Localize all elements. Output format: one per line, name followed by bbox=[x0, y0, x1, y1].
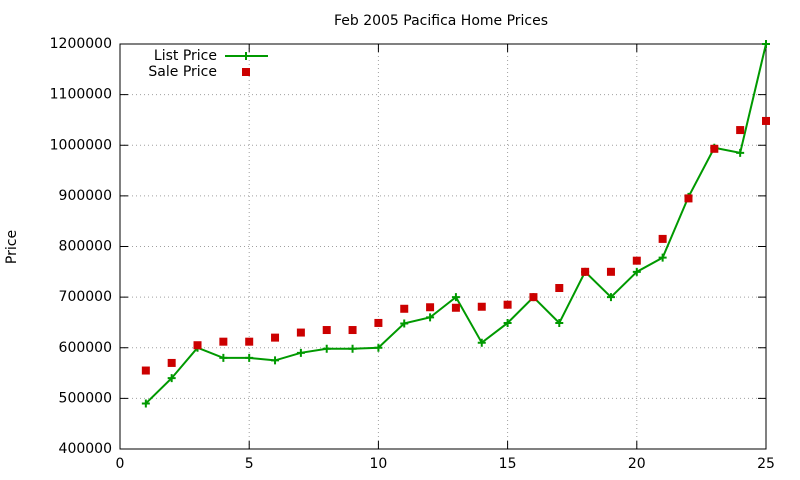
y-tick-label: 400000 bbox=[59, 441, 112, 457]
point-marker bbox=[762, 40, 770, 48]
point-marker bbox=[245, 337, 254, 346]
legend-label: Sale Price bbox=[148, 64, 217, 80]
point-marker bbox=[271, 356, 280, 365]
point-marker bbox=[451, 303, 460, 312]
point-marker bbox=[658, 234, 667, 243]
point-marker bbox=[322, 326, 331, 335]
point-marker bbox=[141, 399, 150, 408]
point-marker bbox=[529, 293, 538, 302]
point-marker bbox=[555, 284, 564, 293]
point-marker bbox=[503, 318, 512, 327]
point-marker bbox=[219, 353, 228, 362]
point-marker bbox=[374, 318, 383, 327]
point-marker bbox=[710, 144, 719, 153]
legend-marker bbox=[242, 52, 250, 60]
legend-marker bbox=[242, 68, 250, 76]
point-marker bbox=[762, 116, 770, 125]
point-marker bbox=[167, 358, 176, 367]
point-marker bbox=[606, 293, 615, 302]
point-marker bbox=[581, 267, 590, 276]
y-axis-label: Price bbox=[4, 230, 20, 264]
point-marker bbox=[348, 344, 357, 353]
point-marker bbox=[400, 304, 409, 313]
y-tick-label: 900000 bbox=[59, 188, 112, 204]
point-marker bbox=[503, 300, 512, 309]
point-marker bbox=[400, 319, 409, 328]
y-tick-label: 700000 bbox=[59, 289, 112, 305]
x-tick-label: 5 bbox=[245, 456, 254, 472]
point-marker bbox=[426, 303, 435, 312]
y-tick-label: 1000000 bbox=[50, 137, 112, 153]
point-marker bbox=[606, 267, 615, 276]
chart-title: Feb 2005 Pacifica Home Prices bbox=[334, 13, 548, 29]
y-tick-label: 1100000 bbox=[50, 87, 112, 103]
point-marker bbox=[426, 313, 435, 322]
point-marker bbox=[374, 343, 383, 352]
point-marker bbox=[632, 267, 641, 276]
x-tick-label: 0 bbox=[116, 456, 125, 472]
point-marker bbox=[658, 253, 667, 262]
series-line bbox=[145, 43, 767, 405]
point-marker bbox=[219, 337, 228, 346]
point-marker bbox=[451, 293, 460, 302]
point-marker bbox=[296, 328, 305, 337]
point-marker bbox=[736, 126, 745, 135]
point-marker bbox=[193, 341, 202, 350]
x-tick-label: 15 bbox=[499, 456, 517, 472]
point-marker bbox=[555, 318, 564, 327]
y-tick-label: 1200000 bbox=[50, 36, 112, 52]
x-tick-label: 10 bbox=[369, 456, 387, 472]
x-tick-label: 25 bbox=[757, 456, 775, 472]
point-marker bbox=[141, 366, 150, 375]
point-marker bbox=[736, 148, 745, 157]
x-tick-label: 20 bbox=[628, 456, 646, 472]
y-tick-label: 600000 bbox=[59, 340, 112, 356]
point-marker bbox=[348, 326, 357, 335]
point-marker bbox=[632, 256, 641, 265]
point-marker bbox=[684, 194, 693, 203]
y-tick-label: 800000 bbox=[59, 239, 112, 255]
point-marker bbox=[477, 302, 486, 311]
y-tick-label: 500000 bbox=[59, 390, 112, 406]
point-marker bbox=[245, 353, 254, 362]
grid bbox=[119, 43, 767, 450]
point-marker bbox=[322, 344, 331, 353]
legend-label: List Price bbox=[154, 48, 217, 64]
point-marker bbox=[167, 374, 176, 383]
point-marker bbox=[271, 333, 280, 342]
point-marker bbox=[477, 338, 486, 347]
point-marker bbox=[296, 348, 305, 357]
